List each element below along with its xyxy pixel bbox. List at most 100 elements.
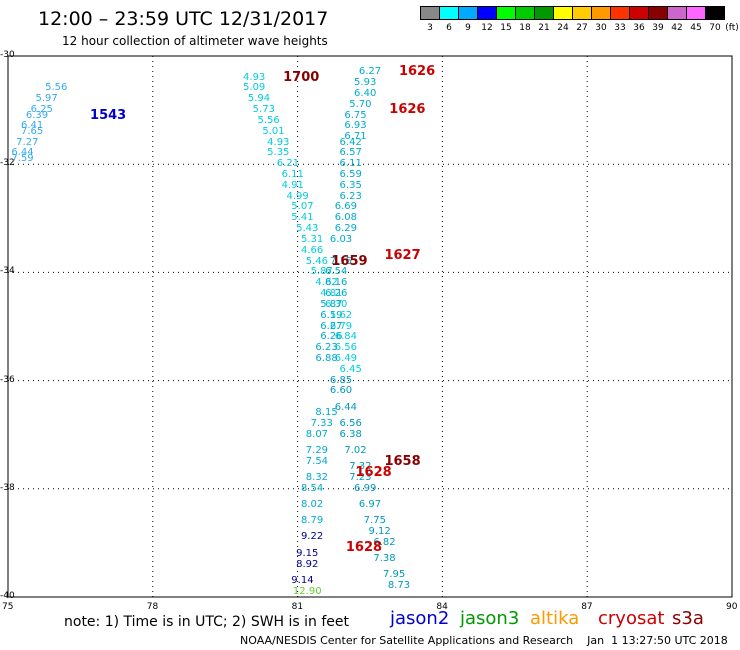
swh-value: 8.54	[300, 482, 324, 494]
swh-value: 7.54	[305, 455, 329, 467]
y-tick-label: -38	[0, 482, 15, 493]
swh-value: 9.14	[291, 574, 314, 586]
legend-label: 27	[576, 23, 588, 33]
swh-value: 5.87	[320, 298, 343, 310]
swh-value: 6.93	[344, 120, 367, 132]
y-tick-label: -32	[0, 158, 15, 169]
time-label: 1543	[90, 107, 127, 123]
swh-value: 6.16	[325, 277, 348, 289]
time-label: 1659	[331, 253, 368, 269]
swh-value: 6.39	[25, 109, 49, 121]
swh-value: 8.92	[296, 558, 319, 570]
y-tick-label: -36	[0, 374, 15, 385]
time-label: 1626	[389, 102, 426, 118]
swh-value: 8.15	[315, 407, 338, 419]
swh-value: 6.35	[339, 179, 362, 191]
swh-value: 4.99	[286, 190, 309, 202]
swh-value: 5.94	[247, 93, 271, 105]
swh-value: 6.23	[315, 342, 338, 354]
swh-value: 6.11	[281, 169, 304, 181]
swh-value: 5.09	[243, 82, 266, 94]
legend-unit: (ft)	[725, 23, 739, 33]
swh-value: 7.32	[349, 461, 372, 473]
swh-value: 6.56	[339, 417, 362, 429]
swh-value: 7.27	[16, 136, 39, 148]
swh-value: 5.31	[300, 233, 324, 245]
swh-value: 7.75	[363, 515, 386, 527]
swh-value: 6.38	[339, 428, 362, 440]
swh-value: 5.70	[349, 98, 372, 110]
legend-swatch	[705, 6, 725, 20]
swh-value: 6.40	[354, 87, 377, 99]
swh-value: 5.87	[310, 266, 333, 278]
swh-value: 7.33	[310, 417, 333, 429]
legend-label: 33	[614, 23, 626, 33]
swh-value: 7.65	[20, 125, 44, 137]
swh-value: 6.82	[373, 536, 396, 548]
swh-value: 4.82	[315, 277, 338, 289]
swh-value: 5.35	[267, 147, 290, 159]
credit-text: NOAA/NESDIS Center for Satellite Applica…	[240, 634, 728, 647]
page-title: 12:00 – 23:59 UTC 12/31/2017	[38, 8, 329, 30]
swh-value: 4.91	[281, 179, 304, 191]
swh-value: 6.41	[20, 120, 44, 132]
swh-value: 6.26	[325, 288, 348, 300]
swh-value: 6.57	[339, 147, 362, 159]
swh-value: 6.27	[320, 320, 343, 332]
swh-value: 6.11	[339, 158, 362, 170]
swh-value: 6.29	[334, 223, 357, 235]
y-tick-label: -30	[0, 50, 15, 60]
swh-value: 4.93	[243, 71, 266, 83]
time-label: 1628	[345, 540, 383, 556]
swh-value: 6.49	[334, 352, 357, 364]
swh-value: 6.45	[339, 363, 362, 375]
legend-label: 39	[652, 23, 664, 33]
legend-label: 21	[538, 23, 550, 33]
swh-value: 8.32	[305, 471, 329, 483]
swh-value: 5.62	[329, 309, 353, 321]
swh-value: 7.59	[11, 152, 34, 164]
satellite-name: s3a	[672, 608, 704, 629]
swh-value: 6.59	[339, 169, 362, 181]
swh-value: 6.56	[334, 342, 357, 354]
time-label: 1626	[398, 64, 436, 80]
swh-value: 8.02	[300, 499, 324, 511]
x-tick-label: 78	[146, 602, 159, 612]
swh-value: 6.30	[325, 298, 348, 310]
legend-label: 24	[557, 23, 569, 33]
swh-value: 6.69	[334, 201, 357, 213]
swh-value: 8.73	[387, 580, 411, 592]
swh-value: 6.97	[358, 499, 382, 511]
swh-value: 9.22	[300, 531, 324, 543]
note-text: note: 1) Time is in UTC; 2) SWH is in fe…	[64, 614, 350, 630]
swh-value: 7.95	[382, 569, 406, 581]
swh-value: 6.85	[329, 374, 353, 386]
time-label: 1700	[283, 69, 320, 85]
swh-value: 6.08	[334, 212, 357, 224]
swh-value: 7.02	[344, 444, 367, 456]
swh-value: 8.79	[300, 515, 324, 527]
swh-value: 5.56	[257, 114, 280, 126]
swh-value: 6.23	[339, 190, 362, 202]
y-tick-label: -34	[0, 266, 15, 277]
swh-value: 6.25	[30, 104, 53, 116]
swh-value: 6.88	[315, 352, 338, 364]
swh-value: 9.15	[296, 547, 319, 559]
swh-value: 5.46	[305, 255, 329, 267]
swh-value: 9.12	[368, 526, 391, 538]
swh-value: 6.60	[329, 385, 353, 397]
swh-value: 6.99	[354, 482, 377, 494]
x-tick-label: 87	[581, 602, 593, 612]
swh-value: 5.41	[291, 212, 314, 224]
plot-frame	[7, 55, 733, 598]
y-tick-label: -40	[0, 591, 15, 601]
legend-label: 70	[709, 23, 721, 33]
legend-label: 9	[465, 23, 471, 33]
swh-value: 5.93	[354, 77, 377, 89]
x-tick-label: 81	[291, 602, 304, 612]
swh-value: 7.23	[349, 471, 372, 483]
time-label: 1627	[384, 248, 421, 264]
swh-value: 6.21	[276, 158, 300, 170]
swh-value: 5.56	[45, 82, 68, 94]
